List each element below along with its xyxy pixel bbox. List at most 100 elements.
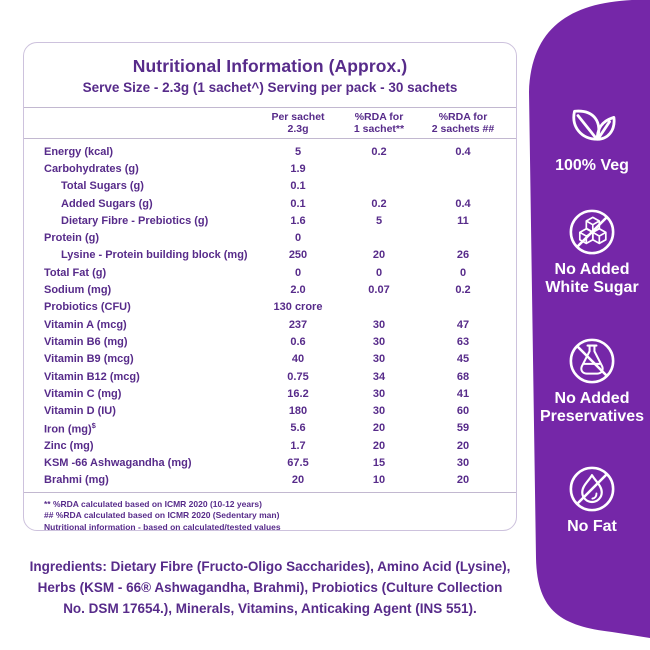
row-value-rda-2-sachets: 30 <box>456 456 470 469</box>
row-value-rda-1-sachet: 20 <box>372 249 386 262</box>
row-value-rda-1-sachet: 30 <box>372 318 386 331</box>
row-value-per-sachet: 130 crore <box>273 301 323 314</box>
row-value-rda-1-sachet: 34 <box>372 370 386 383</box>
badge-label: 100% Veg <box>555 157 629 174</box>
row-value-per-sachet: 0 <box>294 232 302 245</box>
row-label: Vitamin B6 (mg) <box>44 335 128 348</box>
row-value-per-sachet: 2.0 <box>290 284 306 297</box>
row-value-rda-1-sachet: 30 <box>372 387 386 400</box>
row-value-rda-1-sachet: 0.2 <box>371 145 387 158</box>
row-value-rda-2-sachets: 0.4 <box>455 145 471 158</box>
footnotes: ** %RDA calculated based on ICMR 2020 (1… <box>24 491 516 534</box>
row-value-rda-2-sachets: 0.2 <box>455 284 471 297</box>
row-value-per-sachet: 40 <box>291 353 305 366</box>
row-value-rda-1-sachet: 0.07 <box>368 284 390 297</box>
table-row: Vitamin B12 (mcg) 0.75 34 68 <box>24 368 516 385</box>
row-label: Protein (g) <box>44 232 99 245</box>
table-row: Brahmi (mg) 20 10 20 <box>24 472 516 489</box>
ingredients-text: Ingredients: Dietary Fibre (Fructo-Oligo… <box>29 559 511 616</box>
no-preservatives-icon <box>569 338 615 384</box>
row-value-rda-2-sachets: 63 <box>456 335 470 348</box>
row-value-per-sachet: 180 <box>288 405 308 418</box>
table-row: Carbohydrates (g) 1.9 <box>24 160 516 177</box>
col-header-rda-1-sachet: %RDA for 1 sachet** <box>353 110 405 135</box>
table-row: Vitamin B9 (mcg) 40 30 45 <box>24 351 516 368</box>
row-value-per-sachet: 5.6 <box>290 422 306 435</box>
row-value-per-sachet: 5 <box>294 145 302 158</box>
row-value-per-sachet: 0.1 <box>290 197 306 210</box>
row-value-per-sachet: 0.6 <box>290 335 306 348</box>
row-label: Sodium (mg) <box>44 284 112 297</box>
row-label: Vitamin B9 (mcg) <box>44 353 134 366</box>
row-value-rda-2-sachets: 45 <box>456 353 470 366</box>
table-row: Dietary Fibre - Prebiotics (g) 1.6 5 11 <box>24 212 516 229</box>
row-label: Zinc (mg) <box>44 439 94 452</box>
row-label: Vitamin D (IU) <box>44 405 116 418</box>
row-value-rda-1-sachet: 30 <box>372 335 386 348</box>
row-value-rda-2-sachets: 20 <box>456 439 470 452</box>
row-value-rda-1-sachet: 15 <box>372 456 386 469</box>
table-row: Probiotics (CFU) 130 crore <box>24 299 516 316</box>
row-value-per-sachet: 1.9 <box>290 162 306 175</box>
footnote-values: Nutritional information - based on calcu… <box>44 521 281 532</box>
row-value-rda-1-sachet: 20 <box>372 439 386 452</box>
row-value-per-sachet: 237 <box>288 318 308 331</box>
no-fat-icon <box>569 466 615 512</box>
badge-no-added-white-sugar: No Added White Sugar <box>534 206 650 297</box>
badge-label: No Fat <box>567 518 617 535</box>
nutrition-card: Nutritional Information (Approx.) Serve … <box>23 42 517 534</box>
row-value-rda-2-sachets: 68 <box>456 370 470 383</box>
row-label: Added Sugars (g) <box>61 197 153 210</box>
row-value-rda-2-sachets: 60 <box>456 405 470 418</box>
row-value-rda-1-sachet: 5 <box>375 214 383 227</box>
row-label: Total Sugars (g) <box>61 180 144 193</box>
table-row: Added Sugars (g) 0.1 0.2 0.4 <box>24 195 516 212</box>
table-row: Total Fat (g) 0 0 0 <box>24 264 516 281</box>
row-value-rda-2-sachets: 0.4 <box>455 197 471 210</box>
badge-no-added-preservatives: No Added Preservatives <box>534 335 650 426</box>
card-header: Nutritional Information (Approx.) Serve … <box>24 43 516 108</box>
leaf-icon <box>572 109 616 141</box>
table-row: Sodium (mg) 2.0 0.07 0.2 <box>24 281 516 298</box>
row-value-per-sachet: 0.75 <box>287 370 309 383</box>
row-value-rda-2-sachets: 26 <box>456 249 470 262</box>
footnote-rda-1: ** %RDA calculated based on ICMR 2020 (1… <box>44 498 262 509</box>
row-value-per-sachet: 1.7 <box>290 439 306 452</box>
row-label: Iron (mg)$ <box>44 421 96 436</box>
table-row: Energy (kcal) 5 0.2 0.4 <box>24 143 516 160</box>
row-label: Total Fat (g) <box>44 266 107 279</box>
serve-size-subtitle: Serve Size - 2.3g (1 sachet^) Serving pe… <box>82 79 458 95</box>
row-value-per-sachet: 67.5 <box>287 456 309 469</box>
row-value-rda-1-sachet: 30 <box>372 353 386 366</box>
row-value-rda-2-sachets: 59 <box>456 422 470 435</box>
table-row: Vitamin B6 (mg) 0.6 30 63 <box>24 333 516 350</box>
no-sugar-icon <box>569 209 615 255</box>
row-value-rda-1-sachet: 0 <box>375 266 383 279</box>
col-header-per-sachet: Per sachet 2.3g <box>271 110 325 135</box>
row-label: Energy (kcal) <box>44 145 114 158</box>
row-value-rda-2-sachets: 0 <box>459 266 467 279</box>
table-row: Protein (g) 0 <box>24 229 516 246</box>
row-label: Vitamin A (mcg) <box>44 318 127 331</box>
row-value-per-sachet: 250 <box>288 249 308 262</box>
row-label: Carbohydrates (g) <box>44 162 139 175</box>
row-value-rda-2-sachets: 11 <box>457 214 469 227</box>
row-label: Probiotics (CFU) <box>44 301 131 314</box>
table-rows: Energy (kcal) 5 0.2 0.4 Carbohydrates (g) 1.9… <box>24 139 516 489</box>
badge-label: No Added White Sugar <box>545 261 639 296</box>
row-label: Vitamin C (mg) <box>44 387 122 400</box>
table-row: Vitamin C (mg) 16.2 30 41 <box>24 385 516 402</box>
row-label: Brahmi (mg) <box>44 474 109 487</box>
row-label: Vitamin B12 (mcg) <box>44 370 140 383</box>
table-row: Lysine - Protein building block (mg) 250 2… <box>24 247 516 264</box>
row-label: Dietary Fibre - Prebiotics (g) <box>61 214 209 227</box>
row-label: KSM -66 Ashwagandha (mg) <box>44 456 192 469</box>
row-value-rda-2-sachets: 41 <box>456 387 470 400</box>
table-row: Iron (mg)$ 5.6 20 59 <box>24 420 516 437</box>
row-label: Lysine - Protein building block (mg) <box>61 249 248 262</box>
footnote-rda-2: ## %RDA calculated based on ICMR 2020 (S… <box>44 510 280 521</box>
row-value-per-sachet: 16.2 <box>287 387 309 400</box>
row-value-rda-1-sachet: 10 <box>372 474 386 487</box>
col-header-rda-2-sachets: %RDA for 2 sachets ## <box>431 110 495 135</box>
